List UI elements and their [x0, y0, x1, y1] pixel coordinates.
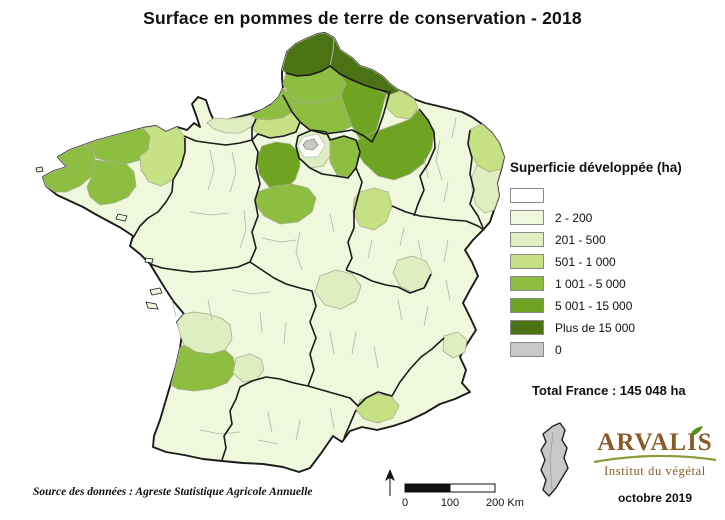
- arvalis-logo-name: ARVALIS: [597, 426, 712, 455]
- legend-item-4: 5 001 - 15 000: [510, 298, 722, 313]
- legend-item-label: 5 001 - 15 000: [555, 298, 633, 313]
- legend-swatch: [510, 188, 544, 203]
- area-savoie: [442, 331, 468, 359]
- area-eure-et-loir: [256, 141, 301, 191]
- legend-item-1: 201 - 500: [510, 232, 722, 247]
- legend-rows: 2 - 200 201 - 500 501 - 1 000 1 001 - 5 …: [508, 188, 722, 357]
- map-title: Surface en pommes de terre de conservati…: [143, 8, 582, 28]
- area-lot-et-garonne: [232, 353, 265, 383]
- legend-item-label: 2 - 200: [555, 210, 593, 225]
- legend-swatch: [510, 342, 544, 357]
- legend-item-label: 1 001 - 5 000: [555, 276, 626, 291]
- logo-underline-arc: [593, 455, 717, 464]
- publication-date: octobre 2019: [617, 491, 693, 505]
- region-borders: [132, 65, 485, 461]
- scale-tick-100: 100: [441, 497, 459, 509]
- total-france-label: Total France : 145 048 ha: [532, 383, 686, 398]
- arvalis-logo-subtitle: Institut du végétal: [604, 464, 706, 478]
- legend-item-label: 201 - 500: [555, 232, 606, 247]
- scale-tick-0: 0: [402, 497, 408, 509]
- corsica: [540, 422, 569, 497]
- data-source-note: Source des données : Agreste Statistique…: [33, 486, 313, 498]
- scale-tick-200: 200 Km: [486, 497, 524, 509]
- arvalis-logo: ARVALIS Institut du végétal octobre 2019: [585, 426, 725, 505]
- area-allier: [314, 269, 362, 310]
- legend-swatch: [510, 232, 544, 247]
- legend-swatch: [510, 276, 544, 291]
- area-haut-rhin: [471, 164, 502, 214]
- area-marne: [355, 109, 435, 181]
- department-areas: [42, 32, 505, 424]
- legend-item-3: 1 001 - 5 000: [510, 276, 722, 291]
- france-outline: [42, 32, 505, 473]
- legend-item-5: Plus de 15 000: [510, 320, 722, 335]
- area-morbihan: [86, 159, 137, 206]
- legend: Superficie développée (ha) 2 - 200 201 -…: [508, 160, 722, 398]
- area-loiret: [254, 183, 317, 225]
- area-ardennes: [385, 90, 419, 120]
- legend-swatch: [510, 320, 544, 335]
- legend-item: [510, 188, 722, 203]
- area-corse: [540, 422, 569, 497]
- legend-item-label: Plus de 15 000: [555, 320, 636, 335]
- area-jura: [392, 255, 433, 293]
- legend-swatch: [510, 210, 544, 225]
- north-arrow-icon: [385, 469, 395, 496]
- leaf-icon: [689, 426, 703, 436]
- coastal-islands: [35, 166, 163, 310]
- legend-swatch: [510, 298, 544, 313]
- corsica-department-line: [549, 431, 554, 491]
- legend-swatch: [510, 254, 544, 269]
- scale-bar: 0 100 200 Km: [402, 483, 524, 509]
- legend-item-label: 0: [555, 342, 562, 357]
- legend-title: Superficie développée (ha): [510, 160, 682, 175]
- department-borders: [171, 37, 457, 445]
- area-bouches-du-rhone: [355, 393, 400, 424]
- legend-item-6: 0: [510, 342, 722, 357]
- legend-item-2: 501 - 1 000: [510, 254, 722, 269]
- area-paris: [302, 138, 319, 151]
- area-yonne: [352, 187, 393, 231]
- legend-item-label: 501 - 1 000: [555, 254, 616, 269]
- legend-item-0: 2 - 200: [510, 210, 722, 225]
